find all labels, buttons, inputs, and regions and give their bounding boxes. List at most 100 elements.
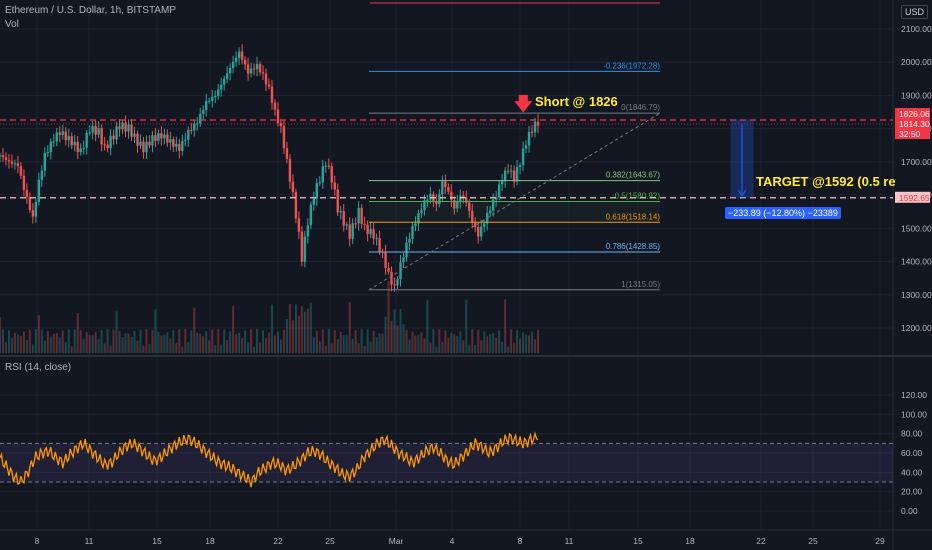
candle-body [465,197,468,203]
candle-body [214,96,217,98]
fib-level-label: 0.382(1643.67) [606,171,661,180]
candle-body [145,141,148,153]
candle-body [172,139,175,147]
fib-level-label: 1(1315.05) [621,280,660,289]
price-tick-label: 1200.00 [901,323,932,333]
volume-bar [220,344,223,353]
candle-body [506,170,510,172]
volume-bar [513,342,516,353]
rsi-tick-label: 20.00 [901,487,923,497]
candle-body [282,125,286,149]
candle-body [16,163,20,167]
candle-body [471,210,474,223]
volume-label: Vol [5,19,19,30]
volume-bar [516,330,519,353]
volume-bar [121,337,124,353]
volume-bar [519,338,522,353]
candle-body [327,165,330,167]
volume-bar [205,331,208,353]
volume-bar [471,329,474,353]
volume-bar [73,329,76,353]
time-tick-label: 22 [273,536,283,546]
candle-body [34,202,38,217]
volume-bar [196,332,199,353]
candle-body [521,148,525,166]
volume-bar [279,339,282,353]
candle-body [100,128,103,145]
candle-body [297,218,301,232]
time-tick-label: 29 [875,536,885,546]
candle-body [160,133,163,139]
volume-bar [351,338,354,353]
volume-bar [384,316,387,353]
candle-body [270,86,274,103]
volume-bar [184,329,187,353]
volume-bar [375,337,378,353]
volume-bar [22,331,25,353]
rsi-tick-label: 60.00 [901,448,923,458]
candle-body [0,155,2,157]
currency-button[interactable]: USD [901,5,929,19]
volume-bar [315,330,318,353]
candle-body [366,224,369,235]
volume-bar [366,329,369,353]
volume-bar [408,339,411,353]
price-badge-label: 1592.65 [899,193,930,203]
candle-body [49,141,53,153]
candle-body [154,135,157,141]
volume-bar [438,329,441,353]
volume-bar [157,331,160,353]
volume-bar [256,329,259,353]
candle-body [199,113,202,124]
price-badge-label: 1826.06 [899,109,930,119]
volume-bar [70,346,73,353]
volume-bar [534,339,537,353]
candle-body [300,231,304,262]
candle-body [453,200,456,209]
volume-bar [139,329,142,353]
volume-bar [4,342,7,353]
candle-body [530,131,534,133]
volume-bar [229,331,232,353]
volume-bar [76,313,79,353]
volume-bar [112,329,115,353]
candle-body [477,227,480,237]
candle-body [261,72,265,74]
price-badge: 1826.06 [895,108,930,120]
volume-bar [345,335,348,353]
volume-bar [381,333,384,353]
volume-bar [393,309,396,353]
volume-bar [330,343,333,353]
candle-body [285,148,289,159]
volume-bar [145,329,148,353]
volume-bar [441,342,444,353]
time-tick-label: 25 [325,536,335,546]
candle-body [208,100,211,102]
candle-body [151,135,154,146]
time-tick-label: 11 [565,536,574,546]
candle-body [193,123,196,131]
candle-body [429,193,432,200]
candle-body [10,161,14,164]
volume-bar [303,311,306,353]
candle-body [306,225,310,237]
candle-body [483,223,486,227]
volume-bar [483,331,486,353]
volume-bar [106,329,109,353]
volume-bar [291,320,294,353]
volume-bar [169,338,172,353]
volume-bar [202,336,205,353]
volume-bar [61,330,64,353]
volume-bar [348,302,351,353]
volume-bar [181,346,184,353]
volume-bar [103,343,106,353]
volume-bar [414,335,417,353]
volume-bar [253,346,256,353]
fib-trend-line [368,112,661,291]
candle-body [372,229,375,239]
time-tick-label: 18 [205,536,215,546]
volume-bar [109,345,112,353]
volume-bar [172,330,175,353]
candle-body [246,64,250,74]
